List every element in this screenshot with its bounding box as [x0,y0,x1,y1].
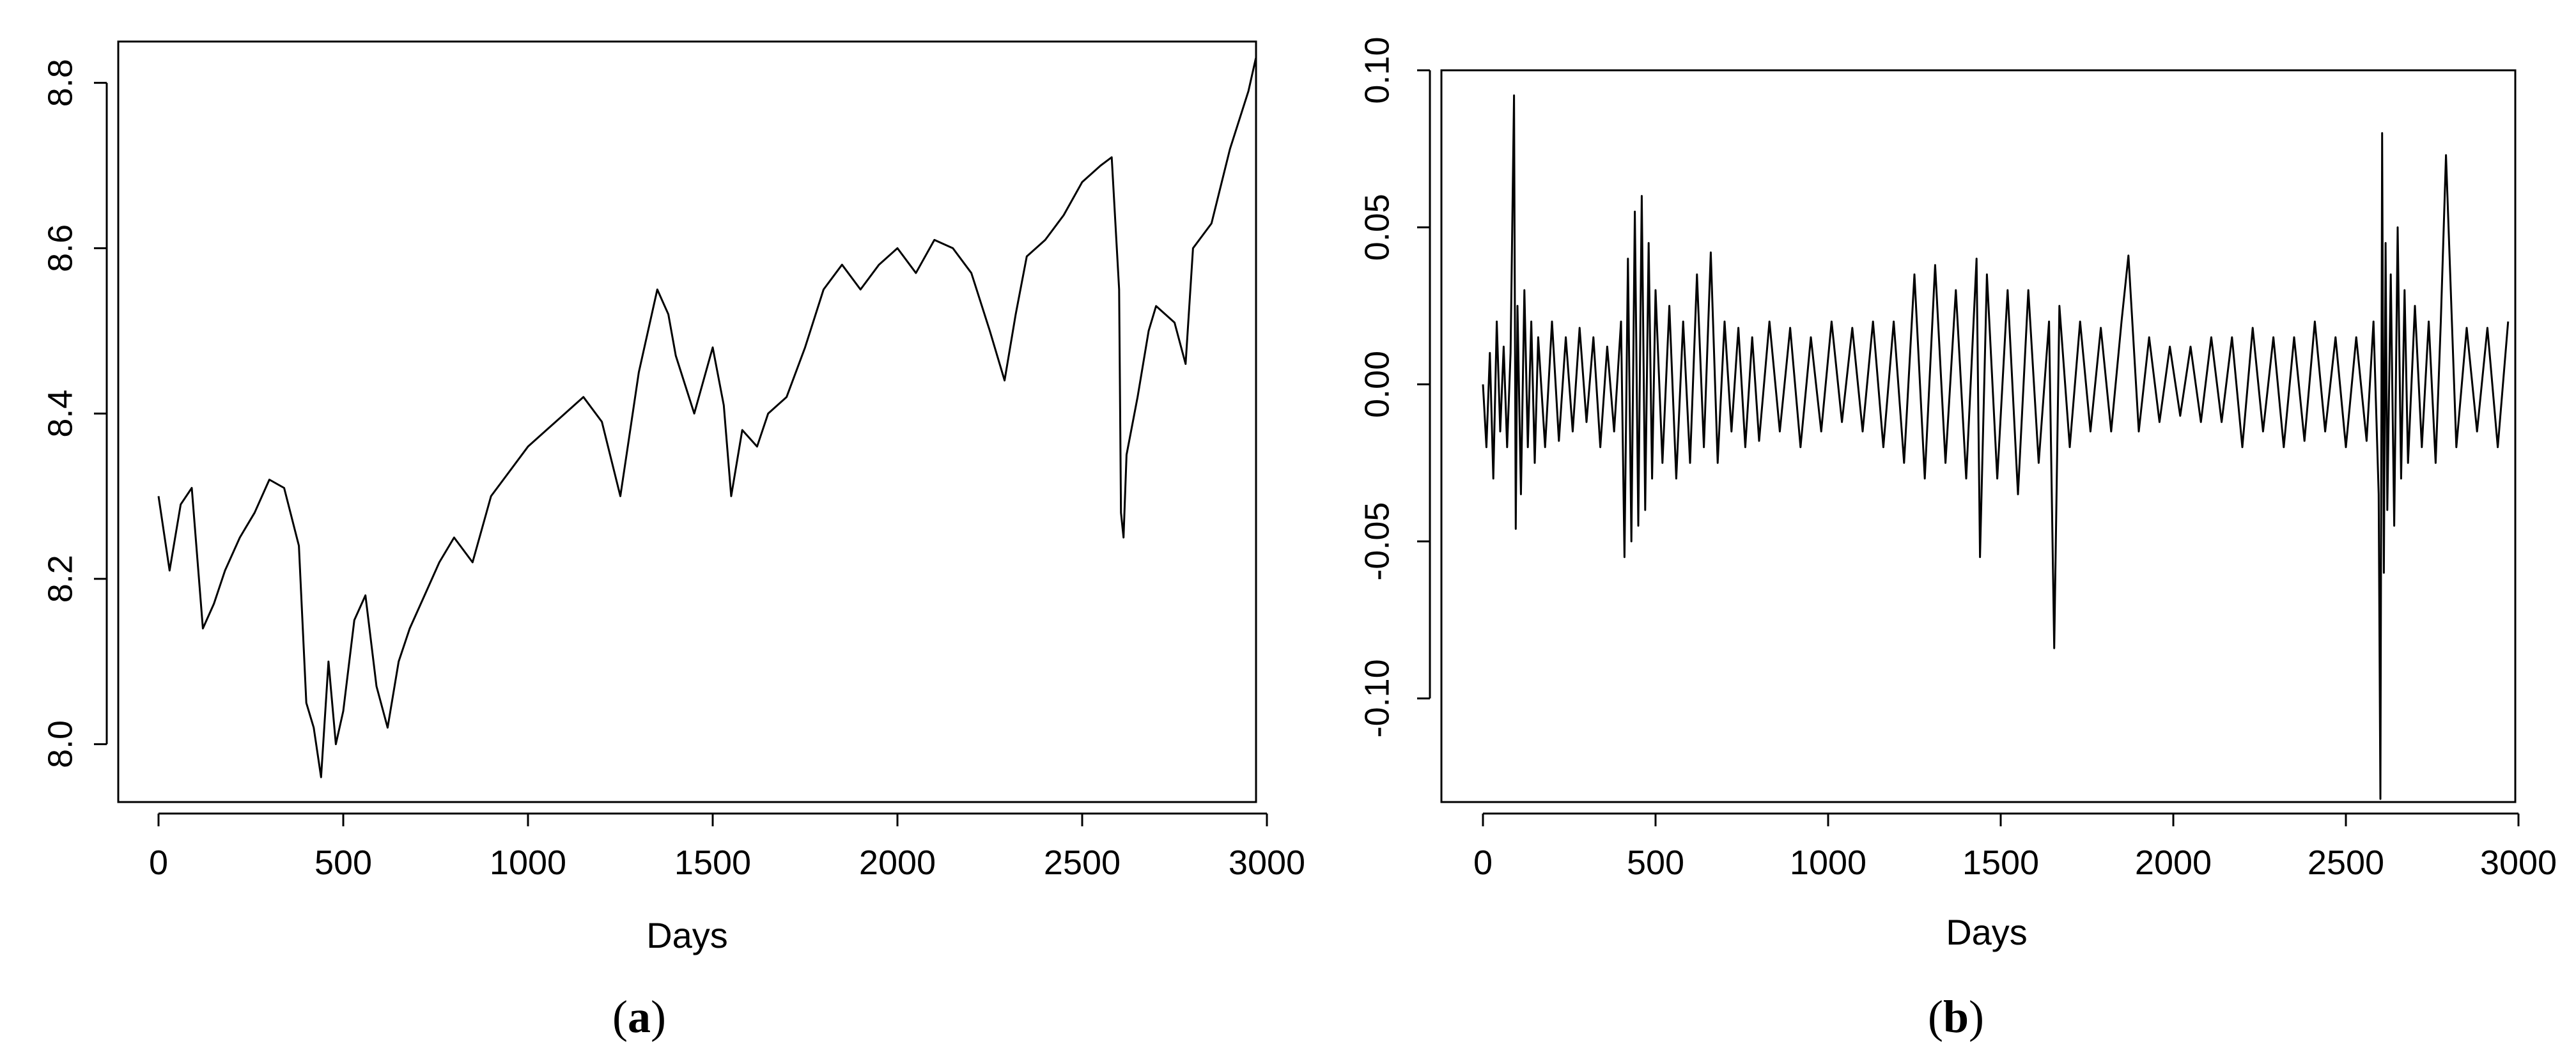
panel-b-x-tick-label: 2500 [2308,844,2384,882]
panel-b-x-tick-label: 2000 [2135,844,2212,882]
panel-b-plot-frame [1440,69,2517,803]
panel-b-x-axis-title: Days [1946,912,2028,952]
panel-a-x-tick-label: 1000 [490,844,566,882]
panel-b-x-axis: 0 500 1000 1500 2000 2500 3000 [1473,812,2557,882]
panel-b-y-axis: -0.10 -0.05 0.00 0.05 0.10 [1358,36,1431,737]
panel-a-y-axis: 8.0 8.2 8.4 8.6 8.8 [41,59,108,768]
panel-b-x-tick-label: 0 [1473,844,1493,882]
panel-b-series-line [1482,94,2510,800]
panel-b-label-letter: b [1943,991,1969,1042]
panel-a-chart: 8.0 8.2 8.4 8.6 8.8 0 500 1000 1500 2000 2500 3000… [41,40,1305,1042]
panel-a-series-line [157,58,1257,778]
panel-a-x-axis-title: Days [646,915,728,955]
panel-a-x-tick-label: 3000 [1229,844,1305,882]
panel-a-x-tick-label: 500 [314,844,372,882]
panel-a-y-tick-label: 8.2 [41,555,79,603]
panel-a-y-tick-label: 8.0 [41,720,79,768]
panel-a-y-tick-label: 8.6 [41,224,79,272]
panel-b-x-tick-label: 500 [1627,844,1684,882]
panel-b-chart: -0.10 -0.05 0.00 0.05 0.10 0 500 1000 1500 2000 2… [1358,36,2557,1042]
panel-b-x-tick-label: 1500 [1962,844,2039,882]
panel-b-y-tick-label: 0.00 [1358,351,1396,418]
panel-b-y-tick-label: -0.10 [1358,659,1396,737]
panel-a-y-tick-label: 8.4 [41,390,79,438]
panel-b-x-tick-label: 1000 [1790,844,1866,882]
panel-a-plot-frame [117,40,1257,803]
panel-a-x-axis: 0 500 1000 1500 2000 2500 3000 [149,812,1305,882]
panel-a-x-tick-label: 0 [149,844,168,882]
panel-b-label: (b) [1928,991,1984,1042]
panel-a-label: (a) [612,991,666,1042]
panel-a-x-tick-label: 1500 [674,844,751,882]
panel-a-y-tick-label: 8.8 [41,59,79,107]
panel-b-y-tick-label: 0.10 [1358,36,1396,104]
panel-a-x-tick-label: 2500 [1044,844,1121,882]
panel-a-x-tick-label: 2000 [859,844,936,882]
panel-b-x-tick-label: 3000 [2480,844,2557,882]
panel-b-y-tick-label: 0.05 [1358,194,1396,261]
panel-a-label-letter: a [628,991,651,1042]
panel-b-y-tick-label: -0.05 [1358,502,1396,581]
